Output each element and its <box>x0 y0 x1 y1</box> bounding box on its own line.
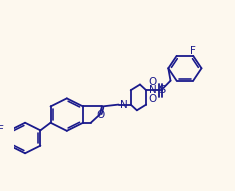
Text: N: N <box>120 100 128 110</box>
Text: F: F <box>190 46 196 56</box>
Text: O: O <box>97 110 105 120</box>
Text: F: F <box>0 125 4 135</box>
Text: S: S <box>158 85 165 95</box>
Text: O: O <box>148 77 156 87</box>
Text: O: O <box>148 94 156 104</box>
Text: N: N <box>149 85 157 95</box>
